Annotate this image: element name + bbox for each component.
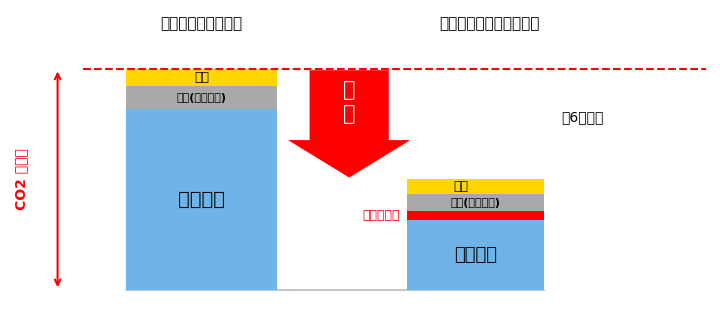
- Text: CO2 排出量: CO2 排出量: [14, 149, 29, 210]
- Text: 削
減: 削 減: [343, 80, 356, 124]
- Text: 約6割削減: 約6割削減: [562, 111, 604, 124]
- Text: セメント: セメント: [454, 246, 497, 264]
- Bar: [126, 69, 277, 86]
- Bar: [126, 86, 277, 109]
- Text: 製造: 製造: [194, 71, 209, 84]
- Bar: [407, 179, 544, 194]
- Bar: [126, 109, 277, 290]
- Text: 産業副産物: 産業副産物: [362, 209, 400, 222]
- Text: 通常のコンクリート: 通常のコンクリート: [161, 16, 243, 31]
- Bar: [407, 211, 544, 220]
- Polygon shape: [288, 70, 410, 178]
- Bar: [407, 194, 544, 211]
- Bar: [407, 220, 544, 290]
- Text: セメント: セメント: [178, 190, 225, 209]
- Text: 製造: 製造: [454, 180, 468, 193]
- Text: 骨材(砂・砂利): 骨材(砂・砂利): [450, 197, 500, 208]
- Text: 骨材(砂・砂利): 骨材(砂・砂利): [176, 92, 227, 103]
- Text: 環境配慮型コンクリート: 環境配慮型コンクリート: [439, 16, 540, 31]
